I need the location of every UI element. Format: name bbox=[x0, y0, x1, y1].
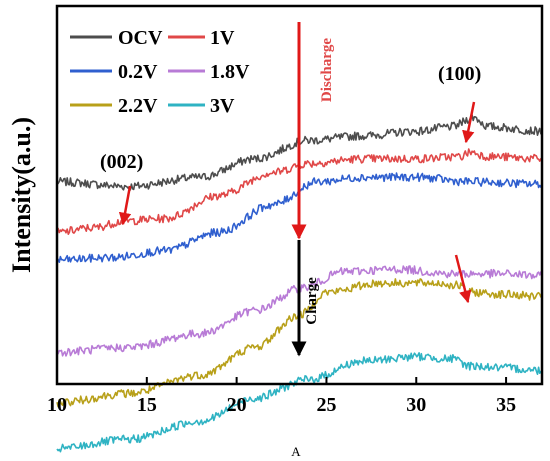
plot-frame bbox=[55, 4, 544, 386]
x-tick-label: 15 bbox=[137, 394, 157, 416]
x-axis: 10 15 20 25 30 35 bbox=[47, 377, 516, 416]
charge-label: Charge bbox=[304, 277, 320, 325]
x-tick-label: 10 bbox=[47, 394, 67, 416]
x-tick-label: 25 bbox=[316, 394, 336, 416]
y-axis-label: Intensity(a.u.) bbox=[7, 117, 36, 273]
figure-caption: A bbox=[291, 444, 301, 459]
legend-item-ocv: OCV bbox=[70, 27, 163, 49]
legend: OCV 1V 0.2V 1.8V 2.2V 3V bbox=[70, 27, 250, 117]
x-tick-label: 20 bbox=[227, 394, 247, 416]
svg-text:0.2V: 0.2V bbox=[118, 61, 158, 83]
legend-item-1-8v: 1.8V bbox=[168, 61, 250, 83]
svg-text:3V: 3V bbox=[210, 95, 235, 117]
svg-text:2.2V: 2.2V bbox=[118, 95, 158, 117]
legend-item-1v: 1V bbox=[168, 27, 235, 49]
annotation-100: (100) bbox=[438, 63, 481, 85]
legend-item-0-2v: 0.2V bbox=[70, 61, 158, 83]
x-tick-label: 30 bbox=[406, 394, 426, 416]
series-line-3v bbox=[56, 352, 543, 453]
arrow-002 bbox=[118, 185, 132, 226]
arrow-100 bbox=[462, 101, 476, 144]
svg-text:OCV: OCV bbox=[118, 27, 163, 49]
svg-text:1.8V: 1.8V bbox=[210, 61, 250, 83]
discharge-label: Discharge bbox=[319, 38, 335, 102]
arrow-2-2v bbox=[454, 254, 472, 304]
legend-item-3v: 3V bbox=[168, 95, 235, 117]
x-tick-label: 35 bbox=[496, 394, 516, 416]
legend-item-2-2v: 2.2V bbox=[70, 95, 158, 117]
svg-text:1V: 1V bbox=[210, 27, 235, 49]
annotation-002: (002) bbox=[100, 151, 143, 173]
